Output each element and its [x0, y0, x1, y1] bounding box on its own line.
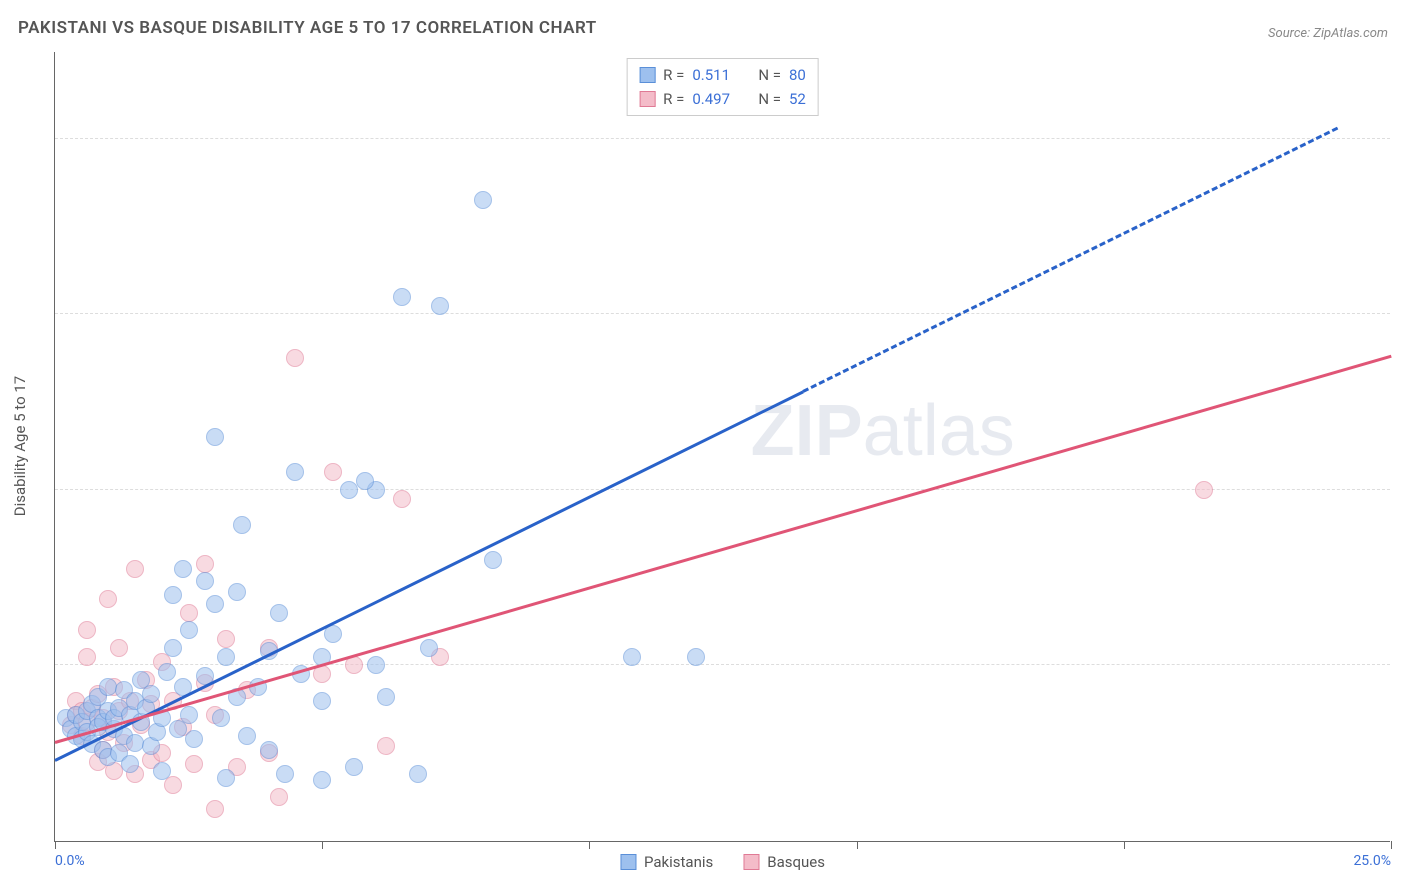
scatter-point — [260, 741, 278, 759]
scatter-point — [212, 709, 230, 727]
scatter-point — [185, 730, 203, 748]
legend-r-value: 0.497 — [692, 87, 740, 111]
scatter-point — [270, 788, 288, 806]
scatter-point — [217, 648, 235, 666]
x-tick-label: 25.0% — [1353, 853, 1391, 869]
scatter-point — [484, 551, 502, 569]
scatter-point — [687, 648, 705, 666]
scatter-point — [180, 621, 198, 639]
scatter-point — [356, 472, 374, 490]
scatter-point — [206, 595, 224, 613]
legend-swatch-icon — [620, 854, 636, 870]
legend-n-value: 52 — [789, 87, 806, 111]
scatter-point — [1195, 481, 1213, 499]
scatter-point — [126, 560, 144, 578]
scatter-point — [345, 758, 363, 776]
scatter-point — [286, 463, 304, 481]
scatter-point — [623, 648, 641, 666]
scatter-point — [324, 463, 342, 481]
x-tick-label: 0.0% — [55, 853, 85, 869]
scatter-point — [153, 762, 171, 780]
scatter-point — [233, 516, 251, 534]
scatter-point — [238, 727, 256, 745]
scatter-point — [142, 685, 160, 703]
scatter-point — [431, 297, 449, 315]
gridline — [55, 138, 1390, 139]
watermark-bold: ZIP — [751, 391, 863, 471]
x-tick — [857, 841, 858, 849]
chart-title: PAKISTANI VS BASQUE DISABILITY AGE 5 TO … — [18, 18, 597, 38]
x-tick — [55, 841, 56, 849]
scatter-point — [340, 481, 358, 499]
x-tick — [1124, 841, 1125, 849]
scatter-point — [393, 490, 411, 508]
scatter-point — [409, 765, 427, 783]
legend-series-label: Basques — [767, 853, 825, 871]
scatter-point — [217, 769, 235, 787]
legend-r-label: R = — [663, 63, 684, 87]
legend-row-pakistani: R = 0.511 N = 80 — [639, 63, 806, 87]
legend-r-label: R = — [663, 87, 684, 111]
legend-item: Pakistanis — [620, 853, 713, 871]
gridline — [55, 664, 1390, 665]
scatter-point — [393, 288, 411, 306]
scatter-point — [164, 586, 182, 604]
watermark-light: atlas — [863, 391, 1015, 471]
scatter-point — [158, 663, 176, 681]
scatter-point — [78, 621, 96, 639]
watermark: ZIPatlas — [751, 390, 1015, 472]
series-legend: Pakistanis Basques — [620, 853, 825, 871]
scatter-point — [474, 191, 492, 209]
scatter-point — [196, 572, 214, 590]
scatter-point — [180, 604, 198, 622]
legend-r-value: 0.511 — [692, 63, 740, 87]
legend-n-label: N = — [758, 63, 781, 87]
correlation-legend: R = 0.511 N = 80 R = 0.497 N = 52 — [626, 58, 819, 116]
legend-swatch-icon — [639, 67, 655, 83]
scatter-point — [367, 656, 385, 674]
scatter-point — [286, 349, 304, 367]
legend-item: Basques — [743, 853, 825, 871]
x-tick — [322, 841, 323, 849]
scatter-point — [164, 639, 182, 657]
scatter-point — [313, 771, 331, 789]
scatter-point — [99, 678, 117, 696]
scatter-point — [126, 734, 144, 752]
scatter-point — [174, 560, 192, 578]
legend-n-value: 80 — [789, 63, 806, 87]
scatter-point — [121, 755, 139, 773]
scatter-point — [420, 639, 438, 657]
scatter-point — [99, 590, 117, 608]
trend-line — [55, 355, 1392, 744]
trend-line — [54, 390, 803, 761]
gridline — [55, 489, 1390, 490]
legend-swatch-icon — [743, 854, 759, 870]
y-axis-label: Disability Age 5 to 17 — [11, 376, 29, 516]
scatter-point — [185, 755, 203, 773]
source-credit: Source: ZipAtlas.com — [1268, 26, 1388, 41]
scatter-point — [276, 765, 294, 783]
scatter-point — [78, 648, 96, 666]
scatter-point — [270, 604, 288, 622]
scatter-point — [377, 737, 395, 755]
legend-n-label: N = — [758, 87, 781, 111]
scatter-point — [217, 630, 235, 648]
trend-line-dashed — [802, 127, 1338, 393]
scatter-point — [180, 706, 198, 724]
x-tick — [589, 841, 590, 849]
scatter-point — [196, 555, 214, 573]
x-tick — [1391, 841, 1392, 849]
scatter-point — [206, 800, 224, 818]
scatter-point — [110, 639, 128, 657]
scatter-point — [377, 688, 395, 706]
scatter-point — [206, 428, 224, 446]
scatter-point — [228, 583, 246, 601]
scatter-point — [313, 692, 331, 710]
scatter-plot-area: ZIPatlas R = 0.511 N = 80 R = 0.497 N = … — [54, 52, 1390, 842]
legend-row-basque: R = 0.497 N = 52 — [639, 87, 806, 111]
gridline — [55, 313, 1390, 314]
legend-swatch-icon — [639, 91, 655, 107]
legend-series-label: Pakistanis — [644, 853, 713, 871]
